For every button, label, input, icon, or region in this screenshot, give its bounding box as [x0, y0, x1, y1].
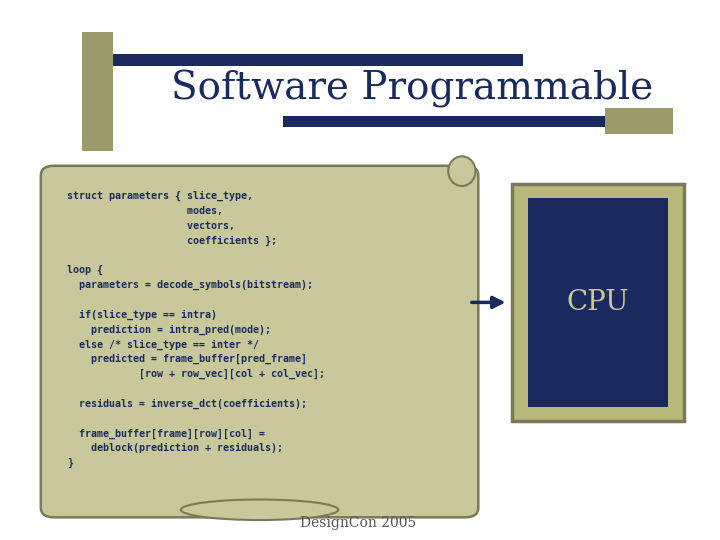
- Ellipse shape: [449, 156, 475, 186]
- Text: DesignCon 2005: DesignCon 2005: [300, 516, 416, 530]
- Text: else /* slice_type == inter */: else /* slice_type == inter */: [66, 340, 258, 349]
- Text: predicted = frame_buffer[pred_frame]: predicted = frame_buffer[pred_frame]: [66, 354, 307, 364]
- Text: deblock(prediction + residuals);: deblock(prediction + residuals);: [66, 443, 282, 454]
- Text: prediction = intra_pred(mode);: prediction = intra_pred(mode);: [66, 325, 271, 335]
- Bar: [82, 32, 113, 151]
- Text: modes,: modes,: [66, 206, 222, 216]
- Bar: [283, 116, 659, 127]
- Text: residuals = inverse_dct(coefficients);: residuals = inverse_dct(coefficients);: [66, 399, 307, 409]
- Text: loop {: loop {: [66, 265, 102, 275]
- Text: frame_buffer[frame][row][col] =: frame_buffer[frame][row][col] =: [66, 429, 264, 438]
- Text: vectors,: vectors,: [66, 221, 235, 231]
- Text: }: }: [66, 458, 73, 468]
- Text: [row + row_vec][col + col_vec];: [row + row_vec][col + col_vec];: [66, 369, 325, 379]
- Text: Software Programmable: Software Programmable: [171, 70, 653, 108]
- Text: parameters = decode_symbols(bitstream);: parameters = decode_symbols(bitstream);: [66, 280, 312, 290]
- Text: if(slice_type == intra): if(slice_type == intra): [66, 310, 217, 320]
- Bar: [96, 54, 523, 66]
- Ellipse shape: [181, 500, 338, 520]
- FancyBboxPatch shape: [528, 198, 668, 407]
- Text: coefficients };: coefficients };: [66, 235, 276, 246]
- Text: struct parameters { slice_type,: struct parameters { slice_type,: [66, 191, 253, 201]
- Bar: [605, 108, 673, 134]
- FancyArrowPatch shape: [472, 298, 502, 307]
- Text: CPU: CPU: [567, 289, 629, 316]
- FancyBboxPatch shape: [41, 166, 478, 517]
- FancyBboxPatch shape: [512, 184, 684, 421]
